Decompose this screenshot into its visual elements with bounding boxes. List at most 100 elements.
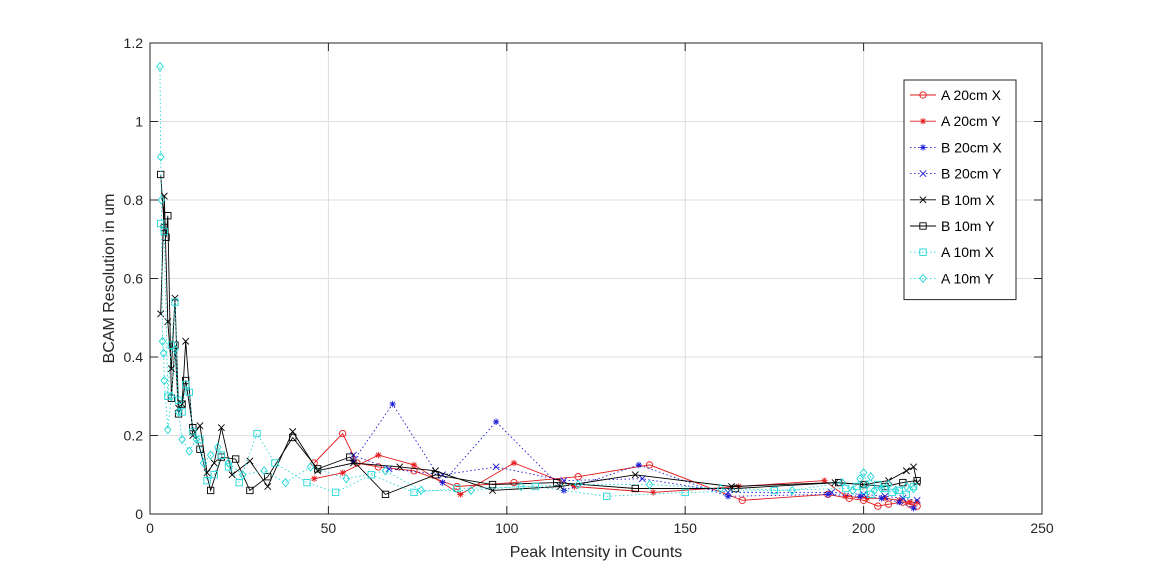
data-point [224,458,233,468]
data-point [878,495,885,502]
data-point [182,337,190,345]
data-point [638,475,646,483]
x-tick-label: 0 [146,520,154,536]
data-point [910,504,917,512]
legend-label: A 10m X [941,244,995,260]
data-point [510,459,518,467]
data-point [246,486,254,495]
data-point [827,488,836,496]
data-point [159,348,168,358]
data-point [856,493,864,500]
legend-item: B 20cm Y [910,166,1002,182]
data-point [824,491,832,498]
data-point [264,483,272,491]
data-point [645,461,654,469]
data-point [174,407,183,417]
legend-item: B 10m X [910,192,995,208]
data-point [863,479,871,490]
data-point [881,492,889,500]
x-axis-label: Peak Intensity in Counts [510,544,683,561]
data-point [238,470,247,480]
data-point [306,462,315,472]
data-point [859,468,868,478]
data-point [189,424,197,432]
data-point [431,471,440,479]
data-point [431,467,439,475]
data-point [910,463,918,471]
series-line [353,454,918,501]
data-point [192,434,201,445]
data-point [158,336,167,347]
legend-box [903,79,1017,301]
data-point [349,459,357,467]
legend-label: A 20cm Y [941,113,1001,129]
data-point [339,469,346,476]
data-point [842,493,849,500]
legend: A 20cm X A 20cm Y B 20cm X B 20cm Y B 10m X B… [903,79,1017,301]
series-line [314,454,918,503]
data-point [389,400,396,408]
x-tick-label: 250 [1030,520,1054,536]
data-point [253,429,261,438]
legend-label: B 20cm X [941,139,1002,155]
data-point [492,463,500,471]
data-point [171,298,179,306]
data-point [160,227,168,236]
legend-marker [919,273,927,284]
data-point [203,476,211,485]
data-point [649,489,657,496]
data-point [289,428,297,436]
x-tick-label: 150 [674,520,698,536]
data-point [167,391,176,401]
data-point [156,61,164,72]
data-point [884,500,893,508]
data-point [235,478,243,487]
data-point [738,496,746,504]
data-point [381,490,390,499]
data-point [381,466,390,476]
series-layer [156,61,921,512]
data-point [913,499,921,506]
data-point [517,481,525,492]
data-point [178,408,186,416]
data-point [849,485,857,496]
data-point [214,442,222,452]
data-point [171,344,179,354]
data-point [645,479,654,490]
data-point [289,433,297,442]
legend-marker [919,118,927,125]
legend-label: A 20cm X [941,87,1002,103]
data-point [374,463,383,471]
data-point [467,485,475,496]
series-7 [156,61,918,496]
legend-marker [919,91,927,99]
legend-marker [919,170,927,178]
data-point [410,461,418,469]
data-point [375,451,382,459]
data-point [603,492,611,500]
series-3 [349,451,921,504]
data-point [895,486,903,495]
x-tick-label: 200 [852,520,876,536]
data-point [902,467,910,475]
data-point [510,478,518,487]
data-point [171,294,179,302]
data-point [217,451,226,459]
data-point [866,471,875,482]
data-point [821,477,828,484]
y-tick-label: 0.4 [124,349,144,365]
data-point [164,212,172,220]
data-point [453,484,461,493]
data-point [884,479,893,490]
data-point [331,488,340,497]
series-line [159,66,914,492]
data-point [859,486,868,495]
data-point [891,485,900,496]
data-point [881,495,889,502]
y-tick-label: 0.2 [124,428,144,444]
data-point [182,380,190,389]
data-point [224,463,233,471]
data-point [178,434,186,445]
data-point [574,479,582,490]
data-point [264,473,272,481]
